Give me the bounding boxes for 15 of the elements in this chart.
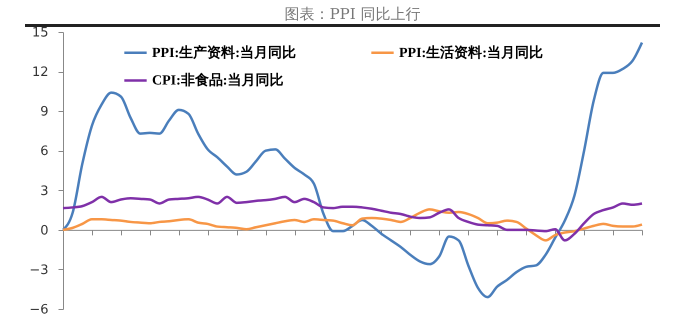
line-series bbox=[62, 208, 644, 242]
y-tick-label: 6 bbox=[40, 144, 48, 160]
y-tick-label: 9 bbox=[40, 104, 48, 120]
y-tick-label: 15 bbox=[32, 26, 48, 40]
line-series bbox=[62, 41, 644, 298]
legend-label: PPI:生活资料:当月同比 bbox=[399, 44, 543, 61]
legend-label: PPI:生产资料:当月同比 bbox=[152, 44, 296, 61]
y-tick-label: 12 bbox=[32, 65, 48, 80]
line-series bbox=[62, 196, 644, 242]
chart-title: 图表：PPI 同比上行 bbox=[284, 5, 420, 23]
y-tick-label: 0 bbox=[40, 223, 48, 238]
legend-label: CPI:非食品:当月同比 bbox=[152, 72, 284, 88]
y-tick-label: −6 bbox=[29, 302, 48, 318]
y-tick-label: 3 bbox=[40, 184, 48, 199]
y-tick-label: −3 bbox=[29, 262, 48, 278]
